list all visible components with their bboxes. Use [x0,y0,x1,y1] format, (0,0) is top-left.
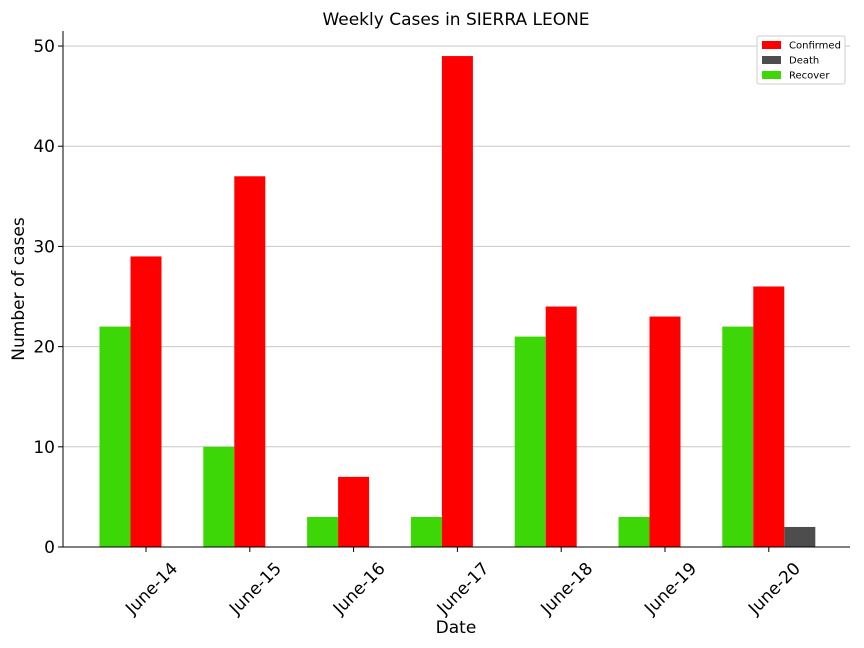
x-tick-label: June-17 [433,559,494,620]
bar-recover [99,326,131,547]
bar-recover [618,516,650,547]
bar-confirmed [753,286,785,547]
bar-confirmed [649,316,681,547]
legend-swatch-confirmed [762,41,781,49]
x-tick-label: June-14 [121,559,182,620]
x-tick-label: June-16 [329,559,390,620]
y-axis-ticks: 0 10 20 30 40 50 [33,37,63,558]
y-tick-label: 50 [33,37,55,57]
y-tick-label: 0 [44,538,55,558]
x-axis-ticks: June-14 June-15 June-16 June-17 June-18 June-… [121,547,805,620]
bar-recover [514,336,546,547]
y-tick-label: 30 [33,237,55,257]
x-tick-label: June-15 [225,559,286,620]
bar-confirmed [338,476,370,547]
y-tick-label: 40 [33,137,55,157]
bar-confirmed [130,256,162,547]
bar-death [784,526,816,547]
legend: Confirmed Death Recover [756,35,846,85]
x-axis-label: Date [436,618,477,638]
legend-label-recover: Recover [789,71,830,82]
bar-recover [203,446,235,547]
x-tick-label: June-20 [744,559,805,620]
x-tick-label: June-18 [537,559,598,620]
bars [99,56,816,547]
legend-label-death: Death [789,56,819,67]
chart-title: Weekly Cases in SIERRA LEONE [322,10,589,30]
x-tick-label: June-19 [640,559,701,620]
bar-confirmed [441,56,473,547]
bar-recover [307,516,339,547]
y-axis-label: Number of cases [9,217,29,361]
legend-swatch-death [762,56,781,64]
bar-confirmed [234,176,266,547]
bar-recover [722,326,754,547]
bar-recover [410,516,442,547]
y-tick-label: 10 [33,438,55,458]
y-tick-label: 20 [33,338,55,358]
legend-swatch-recover [762,71,781,79]
bar-confirmed [545,306,577,547]
legend-label-confirmed: Confirmed [789,41,841,52]
